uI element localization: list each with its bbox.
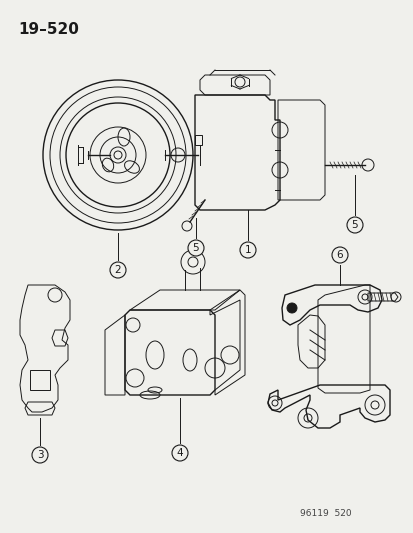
Text: 5: 5: [192, 243, 199, 253]
Text: 1: 1: [244, 245, 251, 255]
Circle shape: [110, 262, 126, 278]
Text: 3: 3: [37, 450, 43, 460]
Text: 4: 4: [176, 448, 183, 458]
Text: 19–520: 19–520: [18, 22, 79, 37]
Text: 2: 2: [114, 265, 121, 275]
Circle shape: [240, 242, 255, 258]
Circle shape: [346, 217, 362, 233]
Circle shape: [331, 247, 347, 263]
Circle shape: [188, 240, 204, 256]
Text: 6: 6: [336, 250, 342, 260]
Circle shape: [171, 445, 188, 461]
Circle shape: [32, 447, 48, 463]
Text: 96119  520: 96119 520: [299, 509, 351, 518]
Text: 5: 5: [351, 220, 357, 230]
Circle shape: [286, 303, 296, 313]
